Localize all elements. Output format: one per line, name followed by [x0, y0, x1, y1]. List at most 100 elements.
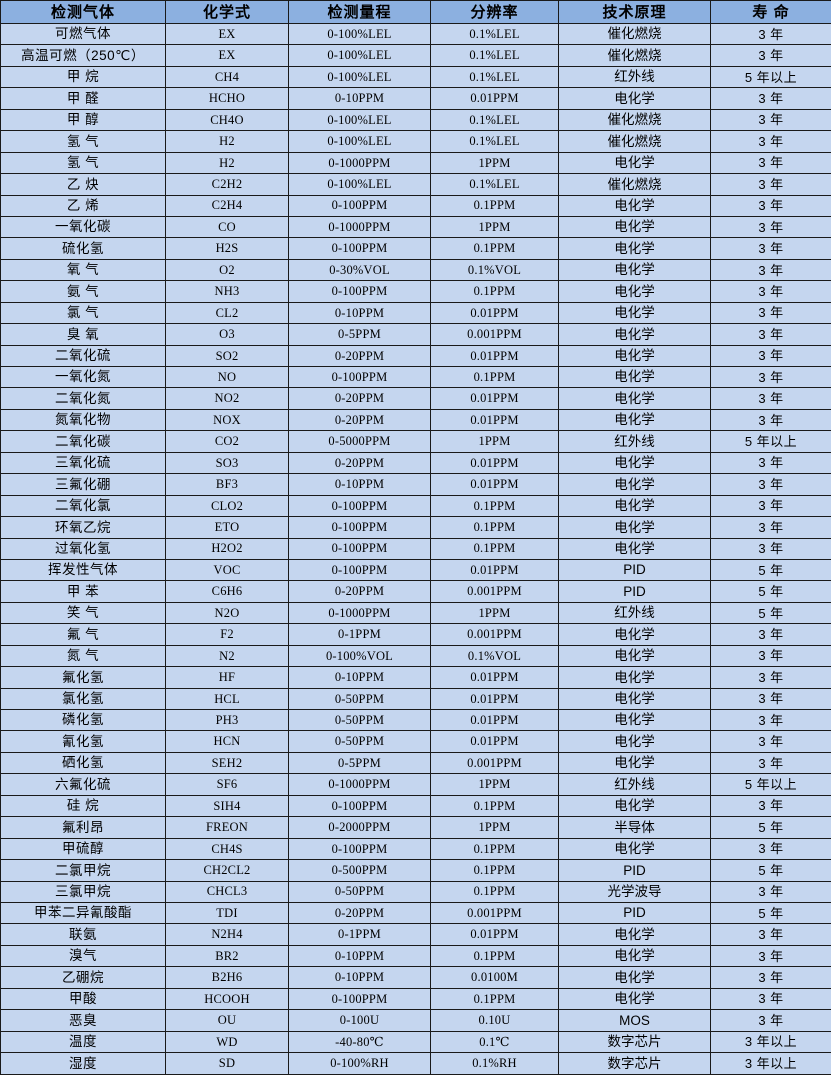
table-row: 氢 气 H2 0-100%LEL 0.1%LEL 催化燃烧 3 年 [0, 130, 831, 153]
cell-range: 0-100%LEL [288, 22, 431, 46]
cell-life: 3 年 [710, 451, 831, 475]
cell-formula: CLO2 [165, 494, 289, 518]
cell-formula: F2 [165, 623, 289, 646]
cell-range: 0-1000PPM [288, 215, 431, 239]
cell-range: 0-1PPM [288, 923, 431, 946]
cell-life: 3 年 [710, 944, 831, 968]
cell-life: 3 年 [710, 87, 831, 110]
cell-gas: 可燃气体 [0, 22, 166, 46]
cell-range: 0-50PPM [288, 730, 431, 753]
table-row: 二氯甲烷 CH2CL2 0-500PPM 0.1PPM PID 5 年 [0, 859, 831, 882]
cell-formula: H2 [165, 151, 289, 175]
cell-tech: 电化学 [558, 666, 711, 689]
cell-tech: 电化学 [558, 537, 711, 560]
cell-life: 3 年 [710, 130, 831, 153]
column-header-life: 寿 命 [710, 0, 831, 24]
cell-tech: 电化学 [558, 365, 711, 389]
table-row: 氢 气 H2 0-1000PPM 1PPM 电化学 3 年 [0, 151, 831, 175]
cell-gas: 甲 烷 [0, 65, 166, 89]
cell-formula: BF3 [165, 473, 289, 496]
cell-gas: 过氧化氢 [0, 537, 166, 560]
cell-formula: WD [165, 1030, 289, 1054]
table-row: 臭 氧 O3 0-5PPM 0.001PPM 电化学 3 年 [0, 323, 831, 346]
cell-gas: 恶臭 [0, 1009, 166, 1032]
table-row: 氯化氢 HCL 0-50PPM 0.01PPM 电化学 3 年 [0, 687, 831, 711]
cell-formula: SO3 [165, 451, 289, 475]
cell-gas: 甲苯二异氰酸酯 [0, 901, 166, 925]
cell-tech: 电化学 [558, 215, 711, 239]
cell-formula: SIH4 [165, 794, 289, 818]
cell-formula: B2H6 [165, 966, 289, 989]
cell-formula: SF6 [165, 773, 289, 796]
cell-formula: C6H6 [165, 580, 289, 603]
cell-life: 5 年 [710, 601, 831, 625]
cell-tech: 光学波导 [558, 880, 711, 903]
table-row: 氰化氢 HCN 0-50PPM 0.01PPM 电化学 3 年 [0, 730, 831, 753]
table-row: 甲苯二异氰酸酯 TDI 0-20PPM 0.001PPM PID 5 年 [0, 901, 831, 925]
cell-tech: 电化学 [558, 708, 711, 732]
cell-gas: 甲 苯 [0, 580, 166, 603]
cell-range: 0-100%LEL [288, 65, 431, 89]
cell-formula: EX [165, 22, 289, 46]
cell-life: 3 年 [710, 215, 831, 239]
cell-tech: 数字芯片 [558, 1030, 711, 1054]
cell-res: 0.1PPM [430, 237, 559, 260]
cell-res: 0.1PPM [430, 194, 559, 217]
cell-life: 3 年 [710, 966, 831, 989]
cell-formula: SO2 [165, 344, 289, 368]
cell-range: 0-100U [288, 1009, 431, 1032]
cell-tech: 电化学 [558, 151, 711, 175]
cell-formula: O3 [165, 323, 289, 346]
cell-res: 0.1%LEL [430, 65, 559, 89]
cell-tech: 电化学 [558, 644, 711, 668]
cell-life: 5 年 [710, 859, 831, 882]
table-row: 硫化氢 H2S 0-100PPM 0.1PPM 电化学 3 年 [0, 237, 831, 260]
cell-tech: 电化学 [558, 730, 711, 753]
cell-gas: 环氧乙烷 [0, 516, 166, 539]
cell-formula: HCOOH [165, 987, 289, 1011]
column-header-tech: 技术原理 [558, 0, 711, 24]
cell-tech: 数字芯片 [558, 1052, 711, 1075]
cell-res: 0.1PPM [430, 859, 559, 882]
cell-res: 0.1%LEL [430, 22, 559, 46]
cell-gas: 磷化氢 [0, 708, 166, 732]
cell-range: 0-10PPM [288, 87, 431, 110]
cell-res: 1PPM [430, 816, 559, 839]
cell-res: 1PPM [430, 151, 559, 175]
cell-formula: TDI [165, 901, 289, 925]
cell-range: 0-5PPM [288, 323, 431, 346]
cell-formula: HF [165, 666, 289, 689]
cell-range: 0-1000PPM [288, 773, 431, 796]
cell-gas: 二氧化氮 [0, 387, 166, 410]
cell-range: 0-100%LEL [288, 130, 431, 153]
cell-range: 0-1PPM [288, 623, 431, 646]
cell-range: 0-100PPM [288, 516, 431, 539]
cell-range: 0-50PPM [288, 687, 431, 711]
cell-life: 3 年 [710, 516, 831, 539]
cell-life: 5 年 [710, 558, 831, 582]
cell-res: 0.1PPM [430, 516, 559, 539]
cell-range: 0-10PPM [288, 944, 431, 968]
cell-gas: 高温可燃（250℃） [0, 44, 166, 67]
table-row: 笑 气 N2O 0-1000PPM 1PPM 红外线 5 年 [0, 601, 831, 625]
cell-gas: 溴气 [0, 944, 166, 968]
cell-formula: N2H4 [165, 923, 289, 946]
cell-res: 0.10U [430, 1009, 559, 1032]
cell-tech: 半导体 [558, 816, 711, 839]
cell-life: 5 年 [710, 580, 831, 603]
cell-range: 0-10PPM [288, 666, 431, 689]
cell-formula: CH4 [165, 65, 289, 89]
cell-res: 0.1PPM [430, 494, 559, 518]
cell-tech: 电化学 [558, 623, 711, 646]
table-body: 可燃气体 EX 0-100%LEL 0.1%LEL 催化燃烧 3 年高温可燃（250℃） E… [0, 22, 831, 1075]
cell-range: 0-20PPM [288, 451, 431, 475]
cell-life: 3 年 [710, 280, 831, 303]
cell-gas: 三氟化硼 [0, 473, 166, 496]
cell-tech: PID [558, 558, 711, 582]
table-row: 湿度 SD 0-100%RH 0.1%RH 数字芯片 3 年以上 [0, 1052, 831, 1075]
cell-formula: EX [165, 44, 289, 67]
cell-res: 0.1PPM [430, 987, 559, 1011]
cell-range: 0-5000PPM [288, 430, 431, 453]
cell-res: 0.001PPM [430, 623, 559, 646]
cell-res: 0.1%VOL [430, 258, 559, 282]
